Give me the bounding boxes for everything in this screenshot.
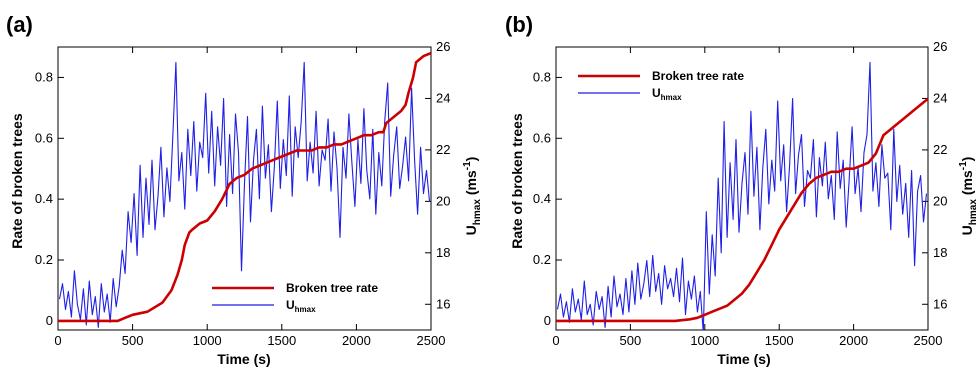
panel-b-y2-tick-label: 20: [933, 193, 947, 208]
panel-a-y-tick-label: 0.6: [35, 130, 53, 145]
panel-b-y-tick-label: 0.6: [533, 130, 551, 145]
panel-a-x-tick-label: 2000: [342, 333, 371, 348]
panel-a-x-axis-title: Time (s): [217, 351, 270, 367]
panel-a-y2-tick-label: 26: [436, 39, 450, 54]
panel-a: (a) Time (s) Rate of broken trees Uhmax …: [6, 12, 483, 367]
panel-b-x-tick-label: 2000: [839, 333, 868, 348]
panel-a-y2-axis-title: Uhmax (ms-1): [462, 157, 483, 236]
panel-a-plot-frame: [57, 46, 432, 331]
panel-a-y-axis-title: Rate of broken trees: [9, 113, 25, 249]
panel-a-series-broken-tree-rate-line: [58, 51, 431, 323]
panel-a-x-tick-label: 1000: [193, 333, 222, 348]
panel-a-y2-tick-label: 20: [436, 193, 450, 208]
panel-b-x-axis-title: Time (s): [717, 351, 770, 367]
legend-label-broken-tree-rate: Broken tree rate: [286, 281, 378, 295]
panel-a-y-tick-label: 0.2: [35, 252, 53, 267]
panel-a-legend: Broken tree rate Uhmax: [212, 281, 378, 314]
panel-b-series-u-hmax-line: [556, 61, 928, 330]
panel-a-y2-tick-label: 22: [436, 142, 450, 157]
panel-b-y-tick-label: 0.2: [533, 252, 551, 267]
panel-a-y2-tick-label: 18: [436, 245, 450, 260]
panel-b-y-axis-title: Rate of broken trees: [509, 113, 525, 249]
panel-b-legend: Broken tree rate Uhmax: [578, 69, 744, 102]
panel-a-y-tick-label: 0: [46, 313, 53, 328]
panel-b-y2-axis-title: Uhmax (ms-1): [958, 157, 978, 236]
panel-b-x-tick-label: 500: [620, 333, 642, 348]
panel-b-y2-tick-label: 18: [933, 245, 947, 260]
panel-b: (b) Time (s) Rate of broken trees Uhmax …: [505, 12, 978, 367]
panel-b-x-tick-label: 0: [552, 333, 559, 348]
panel-b-y-tick-label: 0: [544, 313, 551, 328]
panel-b-y-tick-label: 0.4: [533, 191, 551, 206]
panel-a-y-tick-label: 0.4: [35, 191, 53, 206]
panel-a-series-u-hmax-line: [58, 61, 431, 328]
panel-b-y2-tick-label: 22: [933, 142, 947, 157]
panel-b-series-broken-tree-rate-line: [556, 97, 928, 323]
panel-a-x-tick-label: 2500: [417, 333, 446, 348]
panel-a-x-tick-label: 1500: [267, 333, 296, 348]
panel-b-x-tick-label: 1000: [690, 333, 719, 348]
panel-a-x-tick-label: 500: [122, 333, 144, 348]
panel-a-y-tick-label: 0.8: [35, 69, 53, 84]
panel-a-letter: (a): [6, 12, 33, 37]
legend-label-broken-tree-rate: Broken tree rate: [652, 69, 744, 83]
panel-b-letter: (b): [505, 12, 533, 37]
legend-label-u-hmax: Uhmax: [652, 86, 682, 102]
panel-b-x-tick-label: 2500: [914, 333, 943, 348]
panel-b-y2-tick-label: 24: [933, 90, 947, 105]
panel-a-x-tick-label: 0: [54, 333, 61, 348]
panel-b-y2-tick-label: 16: [933, 296, 947, 311]
panel-b-x-tick-label: 1500: [765, 333, 794, 348]
panel-b-plot-frame: [555, 46, 929, 331]
panel-a-y2-tick-label: 24: [436, 90, 450, 105]
panel-a-y2-tick-label: 16: [436, 296, 450, 311]
panel-b-y-tick-label: 0.8: [533, 69, 551, 84]
panel-b-y2-tick-label: 26: [933, 39, 947, 54]
legend-label-u-hmax: Uhmax: [286, 298, 316, 314]
